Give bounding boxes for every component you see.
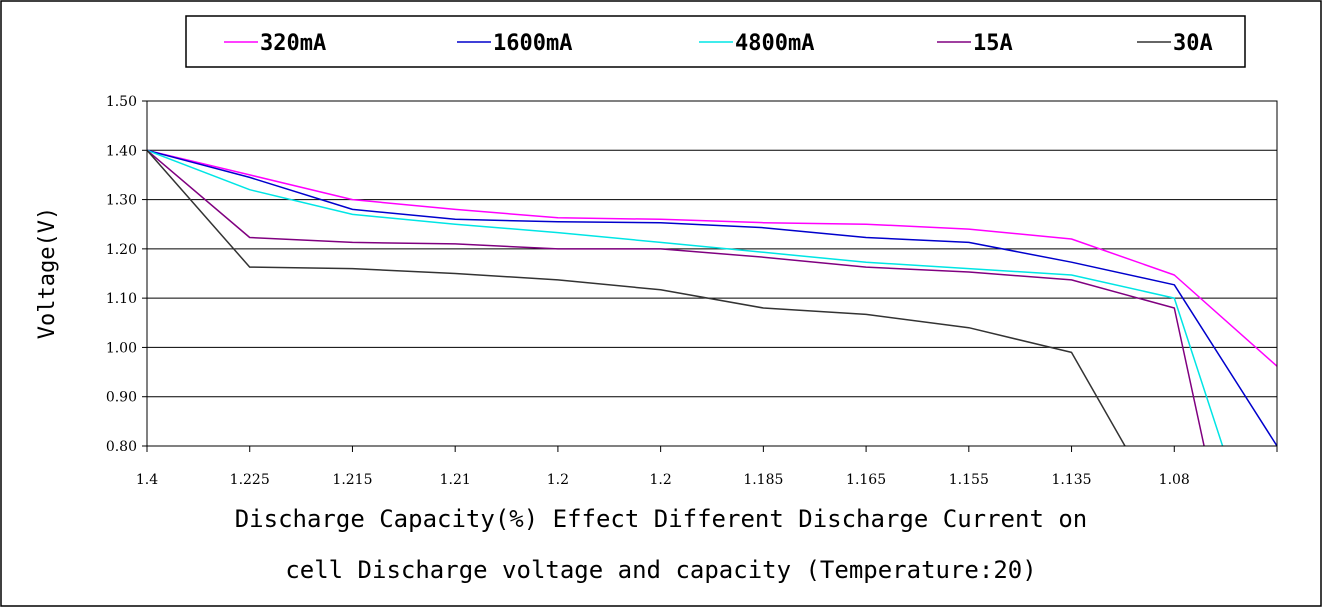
series-line-1600ma (146, 149, 1278, 447)
y-axis-title: Voltage(V) (35, 207, 60, 339)
x-axis-title-line-1: Discharge Capacity(%) Effect Different D… (235, 505, 1088, 533)
x-tick-label-5: 1.2 (650, 472, 672, 488)
x-tick-label-10: 1.08 (1159, 472, 1190, 488)
y-tick-label-3: 1.10 (106, 291, 137, 307)
legend-label-1600ma: 1600mA (493, 31, 572, 56)
legend-label-15a: 15A (973, 31, 1013, 56)
x-tick-label-0: 1.4 (136, 472, 158, 488)
x-tick-label-4: 1.2 (547, 472, 569, 488)
x-tick-label-9: 1.135 (1051, 472, 1091, 488)
plot-border (146, 100, 1278, 447)
x-tick-label-3: 1.21 (440, 472, 471, 488)
y-tick-label-0: 0.80 (106, 439, 137, 455)
x-axis-ticks: 1.4 1.225 1.215 1.21 1.2 1.2 1.185 1.165 1.155 1.… (136, 446, 1278, 488)
legend: 320mA 1600mA 4800mA 15A 30A (185, 15, 1246, 68)
plot-area (146, 100, 1278, 447)
legend-label-30a: 30A (1173, 31, 1213, 56)
series-line-4800ma (146, 149, 1224, 447)
series-line-320ma (146, 149, 1278, 367)
plot-background (147, 101, 1277, 446)
y-tick-label-6: 1.40 (106, 143, 137, 159)
y-tick-label-5: 1.30 (106, 193, 137, 209)
x-tick-label-8: 1.155 (949, 472, 989, 488)
x-tick-label-7: 1.165 (846, 472, 886, 488)
x-axis-title-line-2: cell Discharge voltage and capacity (Tem… (285, 556, 1036, 584)
legend-label-320ma: 320mA (260, 31, 326, 56)
series-line-30a (146, 149, 1126, 447)
series-lines (146, 149, 1278, 447)
y-axis-ticks: 0.80 0.90 1.00 1.10 1.20 1.30 1.40 1.50 (106, 94, 147, 455)
y-tick-label-7: 1.50 (106, 94, 137, 110)
series-line-15a (146, 149, 1205, 447)
x-tick-label-1: 1.225 (230, 472, 270, 488)
x-tick-label-6: 1.185 (743, 472, 783, 488)
y-tick-label-2: 1.00 (106, 340, 137, 356)
y-tick-label-4: 1.20 (106, 242, 137, 258)
legend-label-4800ma: 4800mA (735, 31, 814, 56)
x-tick-label-2: 1.215 (332, 472, 372, 488)
y-tick-label-1: 0.90 (106, 390, 137, 406)
